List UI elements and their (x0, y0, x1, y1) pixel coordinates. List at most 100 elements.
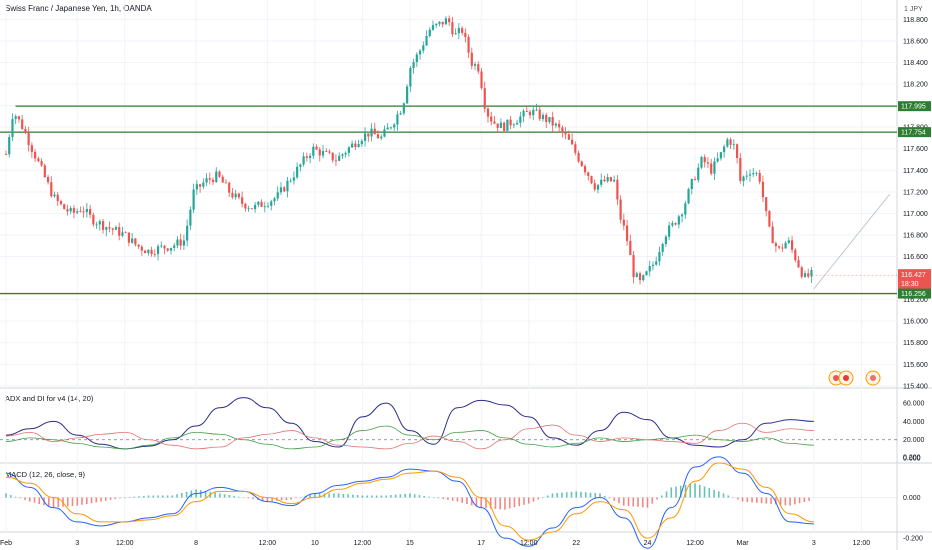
candle-body (690, 178, 693, 190)
time-tick-label: 8 (194, 540, 198, 547)
candle-body (726, 139, 729, 147)
candle-body (522, 110, 525, 117)
macd-histogram-bar (456, 497, 459, 502)
candle-body (473, 64, 477, 66)
macd-histogram-bar (608, 497, 611, 499)
macd-histogram-bar (394, 494, 397, 498)
candle-body (515, 122, 519, 125)
candle-body (257, 201, 260, 205)
candle-body (367, 133, 370, 137)
level-price-badge (898, 127, 931, 138)
news-event-icon[interactable] (865, 370, 881, 386)
macd-histogram-bar (679, 485, 682, 498)
candle-body (752, 173, 755, 175)
macd-histogram-bar (5, 493, 7, 498)
candle-body (396, 114, 399, 125)
candle-body (561, 127, 564, 133)
candle-body (412, 62, 415, 69)
macd-histogram-bar (542, 497, 544, 499)
time-tick-label: 12:00 (686, 540, 704, 547)
chart-title: Swiss Franc / Japanese Yen, 1h, OANDA (5, 4, 152, 13)
macd-histogram-bar (138, 496, 140, 498)
price-tick-label: 116.800 (903, 232, 928, 239)
macd-histogram-bar (124, 497, 126, 499)
candle-body (422, 45, 425, 51)
earnings-event-icon[interactable] (838, 370, 854, 386)
candle-body (79, 211, 82, 213)
candle-body (376, 134, 380, 139)
candle-body (554, 123, 558, 126)
macd-histogram-bar (727, 495, 730, 498)
time-tick-label: 17 (477, 540, 485, 547)
macd-histogram-bar (722, 493, 725, 498)
time-tick-label: 3 (75, 540, 79, 547)
candle-body (98, 221, 101, 225)
candle-body (198, 184, 202, 187)
macd-histogram-bar (451, 497, 454, 501)
time-tick-label: 24 (644, 540, 652, 547)
candle-body (299, 164, 302, 167)
candle-body (215, 171, 218, 183)
macd-histogram-bar (508, 497, 511, 509)
adx-tick-label: 40.000 (903, 419, 925, 426)
macd-histogram-bar (737, 497, 739, 500)
projection-trend-line (813, 193, 891, 290)
macd-histogram-bar (333, 493, 335, 498)
macd-histogram-bar (380, 495, 383, 498)
macd-histogram-bar (565, 492, 568, 498)
macd-histogram-bar (328, 493, 330, 498)
candle-body (76, 211, 79, 213)
candle-body (143, 250, 147, 254)
candle-body (706, 162, 710, 164)
time-tick-label: 12:00 (354, 540, 372, 547)
candle-body (241, 197, 244, 204)
candle-body (270, 201, 273, 206)
candle-body (150, 249, 153, 255)
candle-body (778, 246, 781, 248)
macd-histogram-bar (314, 493, 316, 498)
macd-histogram-bar (670, 487, 673, 498)
candle-body (467, 36, 470, 53)
candle-body (24, 128, 27, 133)
candle-body (308, 155, 312, 159)
macd-histogram-bar (518, 497, 521, 507)
candle-body (66, 209, 69, 212)
macd-histogram-bar (28, 497, 31, 502)
candle-body (302, 156, 305, 165)
candle-body (357, 144, 360, 148)
candle-body (296, 166, 299, 178)
macd-histogram-bar (252, 497, 254, 500)
macd-histogram-bar (480, 497, 482, 508)
candle-body (606, 177, 609, 182)
macd-histogram-bar (475, 497, 478, 507)
macd-histogram-bar (33, 497, 36, 503)
macd-histogram-bar (551, 493, 554, 498)
macd-histogram-bar (76, 497, 79, 506)
level-price-badge (898, 288, 931, 299)
macd-histogram-bar (756, 497, 758, 503)
macd-line (5, 456, 814, 549)
candle-body (496, 123, 499, 128)
candle-body (59, 201, 63, 205)
macd-histogram-bar (485, 497, 487, 509)
candle-body (748, 174, 752, 176)
macd-pane (0, 456, 897, 549)
candle-body (532, 109, 535, 116)
candle-body (787, 240, 790, 243)
candle-body (448, 18, 451, 23)
macd-histogram-bar (489, 497, 492, 509)
macd-histogram-bar (52, 497, 55, 508)
price-tick-label: 115.600 (903, 362, 928, 369)
macd-histogram-bar (128, 497, 131, 498)
candle-body (363, 133, 367, 141)
macd-histogram-bar (584, 492, 587, 498)
macd-histogram-bar (580, 491, 582, 498)
macd-histogram-bar (523, 497, 525, 505)
candle-body (535, 109, 538, 111)
candle-body (528, 111, 532, 116)
candle-body (351, 143, 354, 148)
candle-body (774, 243, 777, 247)
macd-histogram-bar (399, 494, 402, 498)
macd-histogram-bar (290, 497, 292, 500)
